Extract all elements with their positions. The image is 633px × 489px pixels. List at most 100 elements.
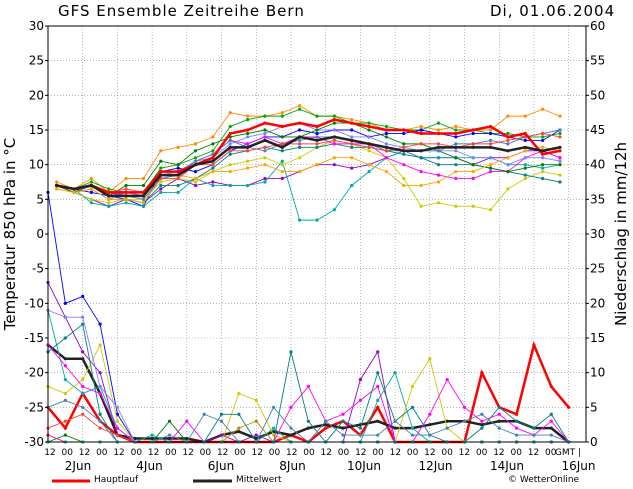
temp-point xyxy=(332,208,336,212)
precip-point xyxy=(462,419,467,423)
temp-point xyxy=(454,170,458,174)
precip-point xyxy=(237,412,241,416)
temp-point xyxy=(488,145,493,149)
temp-point xyxy=(506,156,510,160)
temp-point xyxy=(159,183,163,188)
temp-point xyxy=(350,183,354,188)
temp-point xyxy=(558,156,562,160)
precip-point xyxy=(341,426,345,430)
temp-point xyxy=(384,142,389,146)
precip-point xyxy=(445,426,449,430)
temp-series-line xyxy=(56,133,561,193)
temp-point xyxy=(89,201,93,205)
temp-point xyxy=(419,149,423,153)
axis-labels: -30 -25 -20 -15 -10 -5 0 5 10 15 20 25 30 0 5 10 15 20 25 3… xyxy=(1,19,630,473)
temp-point xyxy=(350,166,354,170)
temp-point xyxy=(332,138,336,142)
temp-point xyxy=(228,111,232,115)
temp-point xyxy=(541,145,545,149)
temp-point xyxy=(332,156,336,160)
temp-point xyxy=(211,180,215,184)
precip-point xyxy=(98,322,102,326)
precip-point xyxy=(115,419,120,423)
temp-point xyxy=(89,180,93,184)
temp-point xyxy=(419,170,423,174)
y-axis-label: Temperatur 850 hPa in °C xyxy=(1,138,19,332)
temp-point xyxy=(384,124,389,129)
x-tick-label: 00 xyxy=(303,448,315,458)
precip-point xyxy=(150,436,154,441)
y-tick-label: 0 xyxy=(36,227,44,241)
chart-title: GFS Ensemble Zeitreihe Bern xyxy=(58,2,305,20)
temp-point xyxy=(228,183,232,188)
x-tick-label: 12 xyxy=(148,448,159,458)
precip-point xyxy=(289,405,293,409)
temp-point xyxy=(141,176,146,181)
y2-tick-label: 5 xyxy=(590,400,598,414)
precip-point xyxy=(254,419,258,423)
temp-point xyxy=(541,107,545,111)
precip-point xyxy=(272,430,276,434)
precip-point xyxy=(202,412,206,416)
precip-point xyxy=(115,433,120,437)
temp-point xyxy=(263,156,267,160)
precip-point xyxy=(63,364,67,368)
precip-series-line xyxy=(47,192,569,443)
temp-point xyxy=(159,180,163,184)
temp-series-line xyxy=(56,129,561,207)
temp-point xyxy=(159,190,163,194)
precip-point xyxy=(63,301,67,305)
temp-point xyxy=(263,138,267,142)
precip-point xyxy=(549,433,553,437)
temp-point xyxy=(419,142,423,146)
temp-point xyxy=(419,131,423,136)
temp-point xyxy=(55,180,59,184)
precip-point xyxy=(63,391,67,396)
precip-point xyxy=(376,419,380,423)
temp-point xyxy=(523,176,527,181)
temp-point xyxy=(541,152,545,156)
temp-series-line xyxy=(56,122,560,197)
temp-point xyxy=(298,170,302,174)
temp-point xyxy=(384,145,389,149)
temp-point xyxy=(263,149,267,153)
precip-point xyxy=(462,405,467,409)
temp-point xyxy=(263,180,267,184)
x-tick-label: 00 xyxy=(441,448,453,458)
x-tick-label: 00 xyxy=(269,448,281,458)
precip-point xyxy=(445,378,449,382)
precip-point xyxy=(81,378,85,382)
temp-point xyxy=(245,128,250,132)
temp-point xyxy=(384,131,389,136)
precip-point xyxy=(115,412,120,416)
x-tick-label: 12 xyxy=(424,448,435,458)
y2-tick-label: 25 xyxy=(590,262,605,276)
temp-point xyxy=(228,149,232,153)
precip-series-group xyxy=(46,190,571,444)
temp-point xyxy=(523,156,527,160)
precip-point xyxy=(376,371,380,375)
y-tick-label: -25 xyxy=(24,400,44,414)
precip-point xyxy=(532,343,536,347)
precip-point xyxy=(393,426,397,430)
temp-point xyxy=(436,149,441,153)
date-label: 4Jun xyxy=(136,459,162,473)
temp-series-line xyxy=(56,135,561,198)
temp-point xyxy=(176,166,180,170)
temp-point xyxy=(159,159,163,163)
temp-point xyxy=(350,118,354,122)
temp-point xyxy=(350,121,354,125)
temp-point xyxy=(541,138,545,142)
temp-point xyxy=(558,163,562,167)
precip-point xyxy=(63,419,67,423)
temp-point xyxy=(159,170,163,174)
temp-point xyxy=(402,163,406,167)
temp-point xyxy=(193,163,198,167)
temp-point xyxy=(141,197,146,201)
precip-point xyxy=(376,433,380,437)
precip-point xyxy=(549,412,553,416)
temp-point xyxy=(332,142,336,146)
temp-point xyxy=(454,149,458,153)
temp-point xyxy=(523,138,527,142)
